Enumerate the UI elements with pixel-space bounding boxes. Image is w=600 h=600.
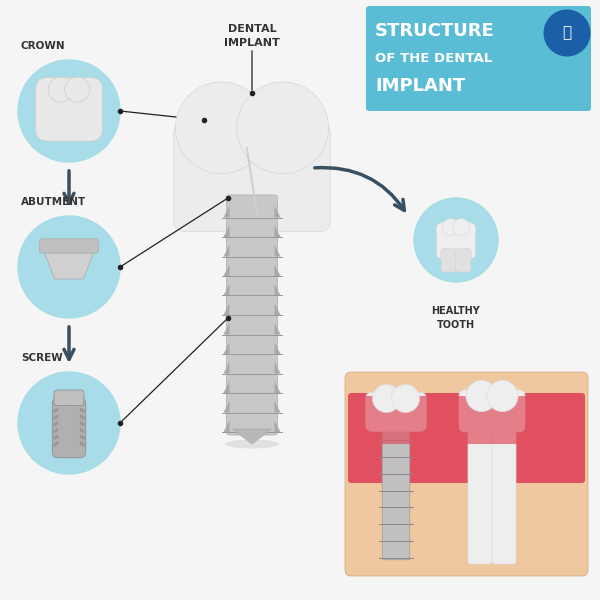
Circle shape [391, 385, 419, 412]
Polygon shape [80, 434, 85, 440]
Polygon shape [275, 362, 281, 373]
Polygon shape [53, 434, 58, 440]
Polygon shape [275, 206, 281, 217]
Text: SCREW: SCREW [21, 353, 63, 363]
FancyBboxPatch shape [345, 372, 588, 576]
FancyBboxPatch shape [348, 393, 585, 483]
Polygon shape [80, 414, 85, 420]
Polygon shape [275, 342, 281, 354]
Text: OF THE DENTAL: OF THE DENTAL [375, 52, 492, 65]
Text: IMPLANT: IMPLANT [375, 77, 465, 95]
Text: HEALTHY
TOOTH: HEALTHY TOOTH [431, 306, 481, 330]
Polygon shape [223, 342, 229, 354]
Polygon shape [223, 362, 229, 373]
Polygon shape [53, 441, 58, 447]
Ellipse shape [225, 439, 279, 449]
Polygon shape [275, 304, 281, 315]
Text: CROWN: CROWN [21, 41, 65, 51]
Polygon shape [223, 225, 229, 237]
FancyBboxPatch shape [227, 195, 277, 435]
Circle shape [466, 380, 497, 412]
Polygon shape [223, 284, 229, 295]
Polygon shape [53, 428, 58, 434]
Text: ABUTMENT: ABUTMENT [21, 197, 86, 207]
Circle shape [544, 10, 590, 56]
Circle shape [176, 82, 268, 173]
FancyBboxPatch shape [366, 392, 426, 431]
Circle shape [18, 216, 120, 318]
Polygon shape [80, 407, 85, 413]
Polygon shape [80, 421, 85, 427]
Polygon shape [275, 284, 281, 295]
Polygon shape [80, 441, 85, 447]
Polygon shape [275, 420, 281, 432]
Text: STRUCTURE: STRUCTURE [375, 22, 495, 40]
Polygon shape [275, 245, 281, 257]
FancyBboxPatch shape [366, 6, 591, 111]
Polygon shape [223, 206, 229, 217]
Circle shape [442, 218, 459, 236]
Polygon shape [233, 429, 271, 444]
FancyBboxPatch shape [468, 414, 492, 564]
Polygon shape [275, 225, 281, 237]
Circle shape [18, 372, 120, 474]
Polygon shape [53, 414, 58, 420]
Polygon shape [275, 382, 281, 393]
Circle shape [18, 60, 120, 162]
Circle shape [65, 77, 90, 102]
FancyBboxPatch shape [54, 390, 84, 406]
Polygon shape [223, 245, 229, 257]
Polygon shape [275, 264, 281, 276]
Polygon shape [53, 421, 58, 427]
Text: 🦷: 🦷 [562, 25, 572, 40]
FancyBboxPatch shape [441, 248, 457, 272]
FancyBboxPatch shape [52, 398, 86, 458]
Polygon shape [223, 420, 229, 432]
Circle shape [373, 385, 401, 412]
FancyBboxPatch shape [437, 223, 476, 259]
FancyBboxPatch shape [492, 414, 516, 564]
FancyBboxPatch shape [459, 390, 525, 432]
Polygon shape [223, 401, 229, 413]
Circle shape [487, 380, 518, 412]
Polygon shape [223, 323, 229, 335]
Polygon shape [275, 401, 281, 413]
Circle shape [236, 82, 329, 173]
Circle shape [414, 198, 498, 282]
FancyBboxPatch shape [456, 248, 471, 272]
Text: DENTAL
IMPLANT: DENTAL IMPLANT [224, 24, 280, 48]
FancyBboxPatch shape [382, 421, 410, 560]
Circle shape [453, 218, 470, 236]
Polygon shape [223, 382, 229, 393]
Polygon shape [223, 304, 229, 315]
Polygon shape [223, 264, 229, 276]
FancyBboxPatch shape [40, 239, 98, 253]
Polygon shape [53, 407, 58, 413]
Polygon shape [43, 248, 95, 279]
Polygon shape [80, 428, 85, 434]
FancyBboxPatch shape [174, 121, 331, 232]
Circle shape [48, 77, 73, 102]
FancyBboxPatch shape [35, 77, 103, 141]
Polygon shape [275, 323, 281, 335]
FancyBboxPatch shape [348, 396, 585, 444]
